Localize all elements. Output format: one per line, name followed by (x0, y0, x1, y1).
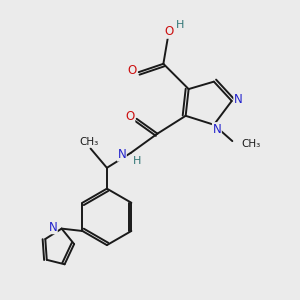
Text: N: N (234, 93, 243, 106)
Text: N: N (118, 148, 126, 161)
Text: N: N (48, 220, 57, 234)
Text: H: H (176, 20, 184, 30)
Text: CH₃: CH₃ (80, 137, 99, 147)
Text: CH₃: CH₃ (242, 139, 261, 149)
Text: O: O (125, 110, 135, 123)
Text: O: O (128, 64, 137, 77)
Text: N: N (212, 123, 221, 136)
Text: H: H (133, 156, 141, 166)
Text: O: O (165, 25, 174, 38)
